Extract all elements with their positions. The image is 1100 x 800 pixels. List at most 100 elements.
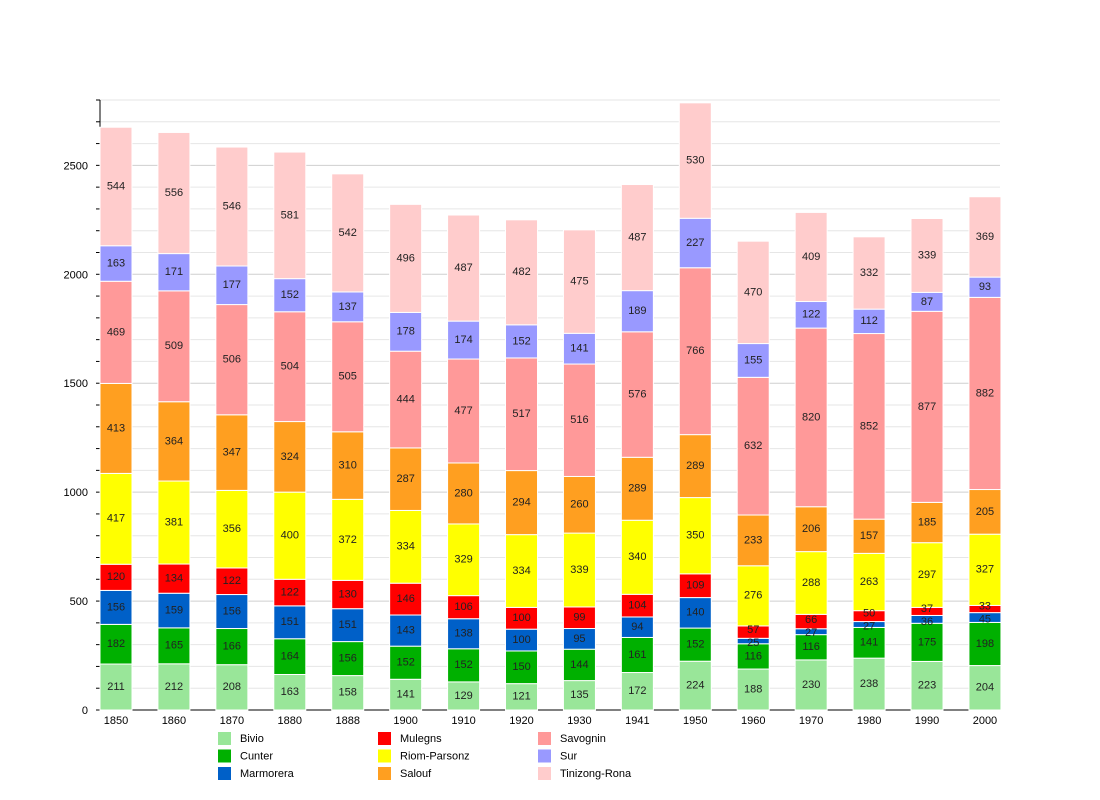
data-label: 327 bbox=[976, 564, 994, 576]
bar-segment bbox=[389, 203, 423, 313]
data-label: 27 bbox=[805, 627, 817, 639]
bar-segment bbox=[215, 414, 249, 491]
bar-segment bbox=[562, 648, 596, 682]
bar-segment bbox=[620, 456, 654, 521]
data-label: 171 bbox=[165, 266, 183, 278]
y-tick-label: 0 bbox=[82, 705, 88, 717]
bar-segment bbox=[447, 358, 481, 464]
bar-segment bbox=[447, 523, 481, 597]
bar-segment bbox=[99, 563, 133, 591]
bar-segment bbox=[273, 421, 307, 493]
data-label: 470 bbox=[744, 286, 762, 298]
data-label: 223 bbox=[918, 680, 936, 692]
data-label: 516 bbox=[570, 414, 588, 426]
x-tick-label: 1900 bbox=[393, 715, 417, 727]
data-label: 159 bbox=[165, 604, 183, 616]
y-tick-label: 2500 bbox=[64, 160, 88, 172]
bar-segment bbox=[852, 236, 886, 310]
data-label: 224 bbox=[686, 680, 704, 692]
data-label: 158 bbox=[339, 687, 357, 699]
data-label: 509 bbox=[165, 340, 183, 352]
bar-segment bbox=[447, 462, 481, 525]
data-label: 122 bbox=[223, 575, 241, 587]
bar-segment bbox=[505, 324, 539, 359]
data-label: 227 bbox=[686, 237, 704, 249]
data-label: 364 bbox=[165, 435, 183, 447]
bar-segment bbox=[157, 663, 191, 711]
data-label: 27 bbox=[863, 621, 875, 633]
data-label: 151 bbox=[281, 616, 299, 628]
data-label: 469 bbox=[107, 326, 125, 338]
data-label: 177 bbox=[223, 279, 241, 291]
data-label: 505 bbox=[339, 371, 357, 383]
bar-segment bbox=[678, 102, 712, 219]
data-label: 165 bbox=[165, 640, 183, 652]
bar-segment bbox=[447, 681, 481, 711]
bar-segment bbox=[910, 218, 944, 293]
bar-segment bbox=[389, 582, 423, 616]
data-label: 130 bbox=[339, 588, 357, 600]
bar-segment bbox=[331, 579, 365, 610]
data-label: 530 bbox=[686, 154, 704, 166]
bar-segment bbox=[157, 131, 191, 255]
data-label: 144 bbox=[570, 659, 588, 671]
data-label: 339 bbox=[570, 564, 588, 576]
bar-segment bbox=[852, 657, 886, 711]
bar-segment bbox=[678, 497, 712, 575]
data-label: 129 bbox=[454, 690, 472, 702]
data-label: 211 bbox=[107, 681, 125, 693]
data-label: 120 bbox=[107, 571, 125, 583]
data-label: 95 bbox=[573, 633, 585, 645]
x-tick-label: 1850 bbox=[104, 715, 128, 727]
data-label: 852 bbox=[860, 420, 878, 432]
data-label: 546 bbox=[223, 200, 241, 212]
bar-segment bbox=[910, 660, 944, 711]
data-label: 122 bbox=[802, 309, 820, 321]
data-label: 189 bbox=[628, 305, 646, 317]
data-label: 121 bbox=[512, 691, 530, 703]
y-tick-label: 1500 bbox=[64, 378, 88, 390]
data-label: 332 bbox=[860, 267, 878, 279]
data-label: 482 bbox=[512, 266, 530, 278]
y-tick-label: 2000 bbox=[64, 269, 88, 281]
bar-segment bbox=[99, 126, 133, 247]
bar-segment bbox=[215, 567, 249, 596]
data-label: 100 bbox=[512, 634, 530, 646]
data-label: 356 bbox=[223, 523, 241, 535]
data-label: 263 bbox=[860, 576, 878, 588]
data-label: 156 bbox=[339, 652, 357, 664]
x-tick-label: 1880 bbox=[278, 715, 302, 727]
bar-segment bbox=[910, 622, 944, 662]
data-label: 140 bbox=[686, 607, 704, 619]
bar-segment bbox=[736, 240, 770, 345]
bar-segment bbox=[910, 501, 944, 544]
data-label: 104 bbox=[628, 600, 646, 612]
bar-segment bbox=[157, 290, 191, 403]
bar-segment bbox=[331, 675, 365, 711]
bar-segment bbox=[562, 532, 596, 608]
legend-label: Bivio bbox=[240, 733, 264, 745]
data-label: 161 bbox=[628, 649, 646, 661]
legend-swatch bbox=[218, 732, 231, 745]
data-label: 156 bbox=[107, 601, 125, 613]
bar-segment bbox=[678, 217, 712, 269]
data-label: 347 bbox=[223, 447, 241, 459]
bar-segment bbox=[99, 589, 133, 625]
bar-segment bbox=[99, 663, 133, 711]
data-label: 487 bbox=[628, 231, 646, 243]
data-label: 230 bbox=[802, 679, 820, 691]
data-label: 175 bbox=[918, 636, 936, 648]
data-label: 400 bbox=[281, 530, 299, 542]
data-label: 152 bbox=[512, 335, 530, 347]
x-tick-label: 1888 bbox=[335, 715, 359, 727]
data-label: 137 bbox=[339, 301, 357, 313]
bar-segment bbox=[505, 357, 539, 472]
data-label: 25 bbox=[747, 637, 759, 649]
y-tick-label: 1000 bbox=[64, 487, 88, 499]
data-label: 135 bbox=[570, 689, 588, 701]
legend-swatch bbox=[218, 767, 231, 780]
bar-segment bbox=[389, 509, 423, 584]
x-tick-label: 1870 bbox=[220, 715, 244, 727]
bar-segment bbox=[389, 614, 423, 647]
